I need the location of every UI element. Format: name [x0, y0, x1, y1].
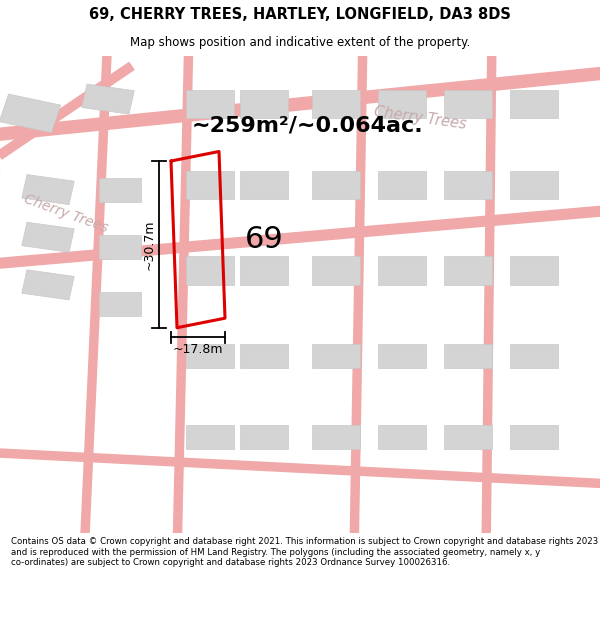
Text: 69: 69 — [245, 225, 283, 254]
Bar — [444, 89, 492, 118]
Bar — [312, 171, 360, 199]
Bar — [22, 174, 74, 204]
Bar — [186, 171, 234, 199]
Bar — [378, 256, 426, 285]
Bar — [378, 426, 426, 449]
Bar — [240, 89, 288, 118]
Bar — [99, 235, 141, 259]
Bar — [99, 292, 141, 316]
Bar — [240, 344, 288, 368]
Bar — [240, 426, 288, 449]
Bar — [378, 89, 426, 118]
Bar — [186, 426, 234, 449]
Bar — [312, 426, 360, 449]
Bar — [378, 344, 426, 368]
Bar — [510, 344, 558, 368]
Bar — [186, 344, 234, 368]
Bar — [444, 256, 492, 285]
Bar — [22, 270, 74, 300]
Bar — [240, 171, 288, 199]
Bar — [22, 222, 74, 253]
Text: ~30.7m: ~30.7m — [142, 219, 155, 269]
Bar — [312, 89, 360, 118]
Text: ~259m²/~0.064ac.: ~259m²/~0.064ac. — [192, 115, 424, 135]
Bar — [186, 89, 234, 118]
Bar — [510, 256, 558, 285]
Bar — [444, 426, 492, 449]
Bar — [312, 256, 360, 285]
Bar — [510, 89, 558, 118]
Bar — [186, 256, 234, 285]
Text: Cherry Trees: Cherry Trees — [22, 192, 110, 235]
Bar — [312, 344, 360, 368]
Bar — [240, 256, 288, 285]
Bar — [444, 344, 492, 368]
Bar — [378, 171, 426, 199]
Text: Cherry Trees: Cherry Trees — [373, 104, 467, 132]
Bar — [444, 171, 492, 199]
Bar — [0, 94, 61, 132]
Bar — [510, 171, 558, 199]
Bar — [82, 84, 134, 114]
Bar — [99, 177, 141, 201]
Text: Contains OS data © Crown copyright and database right 2021. This information is : Contains OS data © Crown copyright and d… — [11, 537, 598, 567]
Text: ~17.8m: ~17.8m — [173, 342, 223, 356]
Text: Map shows position and indicative extent of the property.: Map shows position and indicative extent… — [130, 36, 470, 49]
Bar — [510, 426, 558, 449]
Text: 69, CHERRY TREES, HARTLEY, LONGFIELD, DA3 8DS: 69, CHERRY TREES, HARTLEY, LONGFIELD, DA… — [89, 6, 511, 21]
